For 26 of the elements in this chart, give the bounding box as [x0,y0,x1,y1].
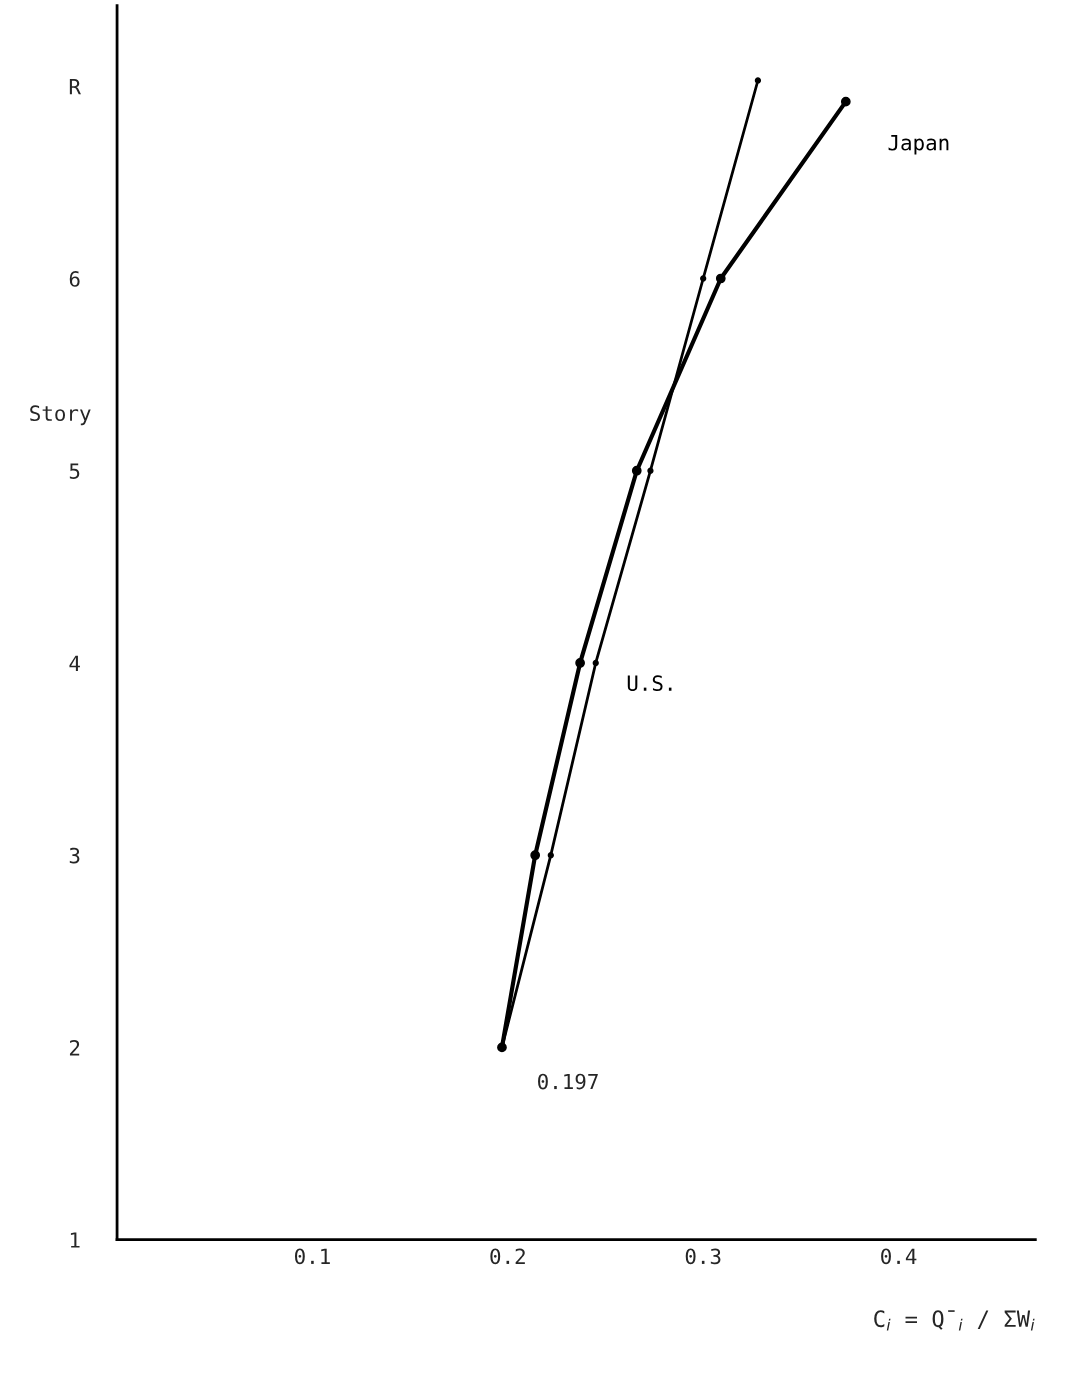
point [754,77,762,84]
point [631,465,642,476]
y-tick-label: 2 [69,1039,80,1056]
x-tick-label: 0.4 [881,1248,917,1265]
y-axis-title: Story [30,405,91,426]
y-tick-label: 3 [69,847,80,864]
y-tick-label: 1 [70,1232,80,1248]
point [530,850,541,861]
y-tick-label: 4 [69,655,80,671]
x-tick-label: 0.3 [685,1248,721,1265]
text: Japan [888,135,949,155]
series-label: U.S. [627,675,672,692]
y-tick-label: 6 [69,271,80,287]
y-tick-label: 5 [69,463,80,479]
point [700,275,707,282]
x-tick-label: 0.2 [490,1248,525,1265]
point [647,467,654,474]
x-axis-title: C$_{i}$ = Q̄$_{i}$ / ΣW$_{i}$ [874,1310,1035,1331]
point [715,273,726,284]
x-tick-label: 0.1 [294,1248,330,1265]
point [547,852,554,859]
point [575,658,585,668]
point [840,96,851,107]
y-tick-label: R [69,79,81,95]
point [592,659,599,667]
annotation: 0.197 [538,1073,598,1090]
